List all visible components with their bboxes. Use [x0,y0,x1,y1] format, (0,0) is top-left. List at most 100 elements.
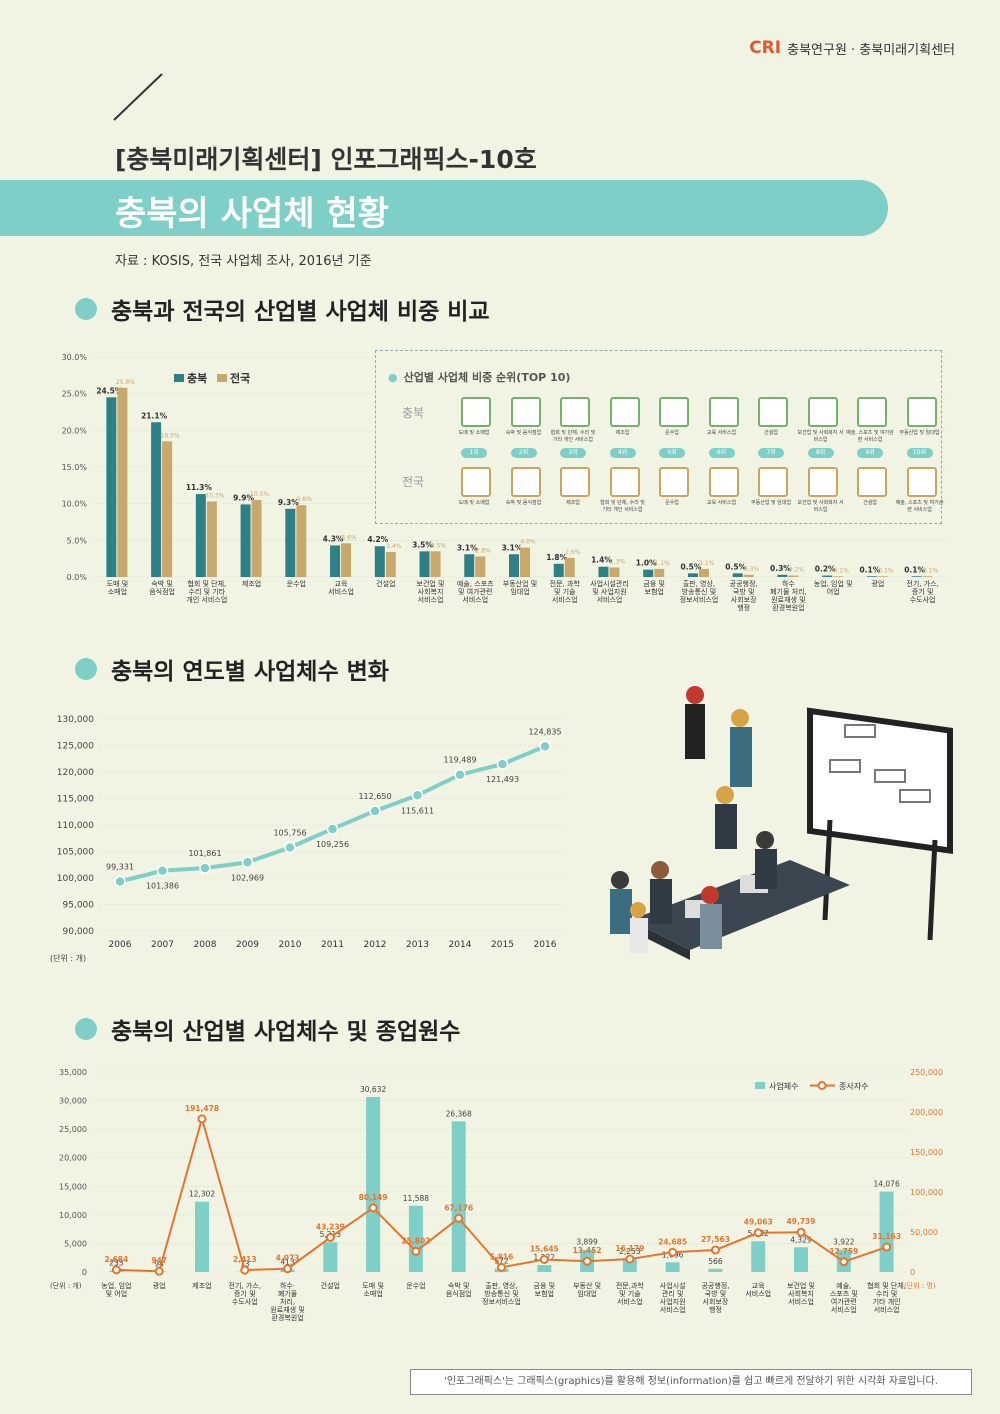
rank-badge: 4위 [609,448,636,458]
data-point [368,1203,378,1213]
data-point [325,1232,335,1242]
bar-value-label: 14,076 [873,1180,899,1189]
industry-icon [708,397,739,427]
section-heading-2: 충북의 연도별 사업체수 변화 [75,652,389,686]
bar-value-label: 9.9% [233,493,254,502]
line-value-label: 2,413 [233,1255,257,1264]
bar-value-label: 4.6% [341,534,357,541]
y-tick-label: 105,000 [57,848,94,858]
line-value-label: 13,452 [573,1246,602,1255]
x-category-label: 교육 서비스업 [328,580,354,596]
bar-value-label: 1.1% [699,560,715,567]
line-value-label: 16,179 [615,1244,644,1253]
page-title: 충북의 사업체 현황 [115,194,389,234]
bar-value-label: 1.4% [591,556,612,565]
bar-business-count [665,1262,680,1272]
bar-chungbuk [240,504,251,577]
rank-badge: 5위 [659,448,685,458]
bar-value-label: 30,632 [360,1085,386,1094]
industry-business-employee-combo-chart: 0 5,000 10,000 15,000 20,000 25,000 30,000 35,0… [50,1068,943,1322]
y-tick-label: 130,000 [57,715,94,725]
line-value-label: 43,239 [316,1222,345,1231]
series-subtitle: [충북미래기획센터] 인포그래픽스-10호 [115,145,537,174]
data-point [283,1264,293,1274]
legend-label: 충북 [187,371,207,385]
x-category-label: 도매 및 소매업 [107,580,129,596]
bar-value-label: 0.1% [834,567,850,574]
section-heading-3: 충북의 산업별 사업체수 및 종업원수 [75,1012,460,1046]
bar-business-count [879,1191,894,1272]
x-category-label: 출판, 영상, 방송통신 및 정보서비스업 [680,579,719,604]
x-category-label: 공공행정, 국방 및 사회보장 행정 [701,1281,729,1314]
bar-national [385,552,396,577]
bar-value-label: 3.1% [457,543,478,552]
legend-label: 사업체수 [769,1081,798,1091]
x-category-label: 광업 [871,580,884,588]
bar-national [475,556,486,577]
line-value-label: 15,645 [530,1244,559,1253]
data-point [154,1266,164,1276]
bar-national [877,576,888,577]
data-point [411,789,424,802]
point-value-label: 119,489 [443,756,476,765]
bar-value-label: 3.5% [431,542,447,549]
data-point [114,875,126,888]
x-category-label: 전기, 가스, 증기 및 수도사업 [906,579,938,604]
y-right-tick-label: 0 [910,1268,915,1277]
x-category-label: 금융 및 보험업 [643,580,665,596]
point-value-label: 124,835 [528,727,561,736]
top10-ranking-panel: 산업별 사업체 비중 순위(TOP 10) 충북 전국 도매 및 소매업1위도매… [375,350,943,524]
bar-value-label: 3,922 [833,1238,855,1247]
line-value-label: 191,478 [185,1104,219,1113]
section-title-2: 충북의 연도별 사업체수 변화 [111,659,389,685]
title-banner [0,180,888,236]
industry-icon [708,467,739,497]
x-category-label: 건설업 [376,579,395,588]
bar-chungbuk [553,563,564,577]
x-category-label: 제조업 [242,580,261,588]
bar-value-label: 24.5% [96,386,123,395]
data-point [839,1257,849,1267]
bar-chungbuk [643,569,654,577]
bar-value-label: 94 [154,1259,164,1268]
x-tick-label: 2012 [364,940,387,950]
x-tick-label: 2010 [279,940,302,950]
decor-slash [113,73,163,121]
data-point [156,864,169,877]
data-point [497,1262,506,1272]
x-category-label: 부동산 및 임대업 [573,1281,601,1298]
x-category-label: 하수 폐기물 처리, 원료재생 및 환경복원업 [770,579,807,612]
rank-badge: 6위 [708,448,735,458]
industry-icon [560,397,590,427]
series-line-employees [116,1115,887,1273]
bar-value-label: 566 [708,1257,723,1266]
rank-badge: 9위 [857,448,883,458]
legend-marker [817,1081,827,1090]
bar-chungbuk [285,508,296,577]
line-value-label: 49,739 [787,1217,816,1226]
bar-business-count [408,1205,423,1272]
line-value-label: 67,176 [444,1203,473,1212]
y-left-tick-label: 35,000 [59,1068,87,1077]
bar-value-label: 0.2% [815,565,836,574]
yearly-business-count-line-chart: 90,000 95,000 100,000 105,000 110,000 115,000… [50,715,565,963]
top10-national-label: 도매 및 소매업 [458,500,490,506]
bar-national [698,568,709,577]
x-category-label: 운수업 [287,580,306,588]
bar-business-count [366,1096,381,1272]
y-left-tick-label: 10,000 [59,1211,87,1220]
x-category-label: 농업, 임업 및 어업 [814,580,853,596]
bar-chungbuk [374,546,385,577]
legend-swatch [755,1082,765,1089]
bar-value-label: 0.1% [904,565,925,574]
bar-value-label: 1.1% [655,560,671,567]
bar-business-count [451,1121,466,1272]
top10-row-label-chungbuk: 충북 [402,406,425,420]
legend-swatch [217,374,227,382]
point-value-label: 121,493 [486,775,519,784]
line-value-label: 49,063 [744,1218,773,1227]
x-category-label: 보건업 및 사회복지 서비스업 [417,579,445,604]
bar-national [117,387,128,577]
data-point [284,841,296,854]
y-tick-label: 5.0% [67,536,88,545]
